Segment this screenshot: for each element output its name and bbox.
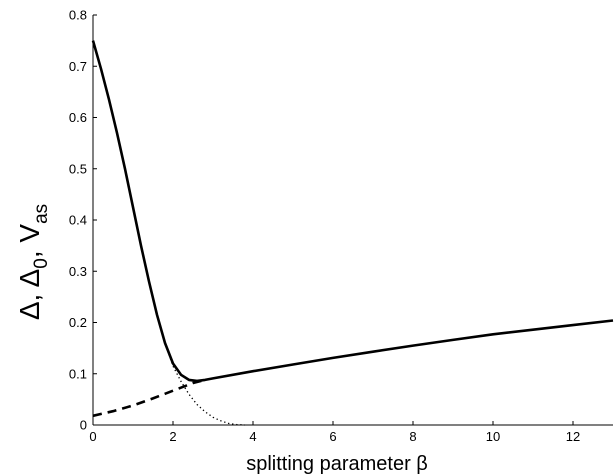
y-axis-title-sub2: as bbox=[31, 204, 52, 224]
y-axis-title: Δ, Δ0, Vas bbox=[14, 204, 52, 320]
x-tick-label: 2 bbox=[169, 429, 176, 444]
ticks: 0 2 4 6 8 10 12 0 0.1 0.2 0.3 0.4 0.5 0.6 0.7 0.8 bbox=[69, 8, 580, 445]
x-tick-label: 6 bbox=[329, 429, 336, 444]
series-line-dashed bbox=[92, 378, 206, 418]
y-tick-label: 0.4 bbox=[69, 213, 87, 228]
y-axis-title-part2: , V bbox=[14, 224, 45, 259]
x-tick-label: 10 bbox=[486, 429, 500, 444]
y-tick-label: 0.7 bbox=[69, 59, 87, 74]
y-tick-label: 0 bbox=[80, 418, 87, 433]
y-tick-label: 0.6 bbox=[69, 110, 87, 125]
x-tick-label: 4 bbox=[249, 429, 256, 444]
y-tick-label: 0.1 bbox=[69, 366, 87, 381]
y-tick-label: 0.8 bbox=[69, 8, 87, 23]
series-line-solid bbox=[91, 40, 614, 383]
x-tick-label: 8 bbox=[409, 429, 416, 444]
series-line-dotted bbox=[164, 342, 246, 426]
y-tick-label: 0.2 bbox=[69, 315, 87, 330]
axes bbox=[92, 15, 613, 426]
y-tick-label: 0.3 bbox=[69, 264, 87, 279]
x-tick-label: 0 bbox=[89, 429, 96, 444]
y-axis-title-part1: Δ, Δ bbox=[14, 269, 45, 320]
series-layer bbox=[91, 40, 614, 426]
x-tick-label: 12 bbox=[566, 429, 580, 444]
y-axis-title-sub1: 0 bbox=[31, 258, 52, 269]
x-axis-title: splitting parameter β bbox=[246, 453, 428, 475]
y-tick-label: 0.5 bbox=[69, 161, 87, 176]
